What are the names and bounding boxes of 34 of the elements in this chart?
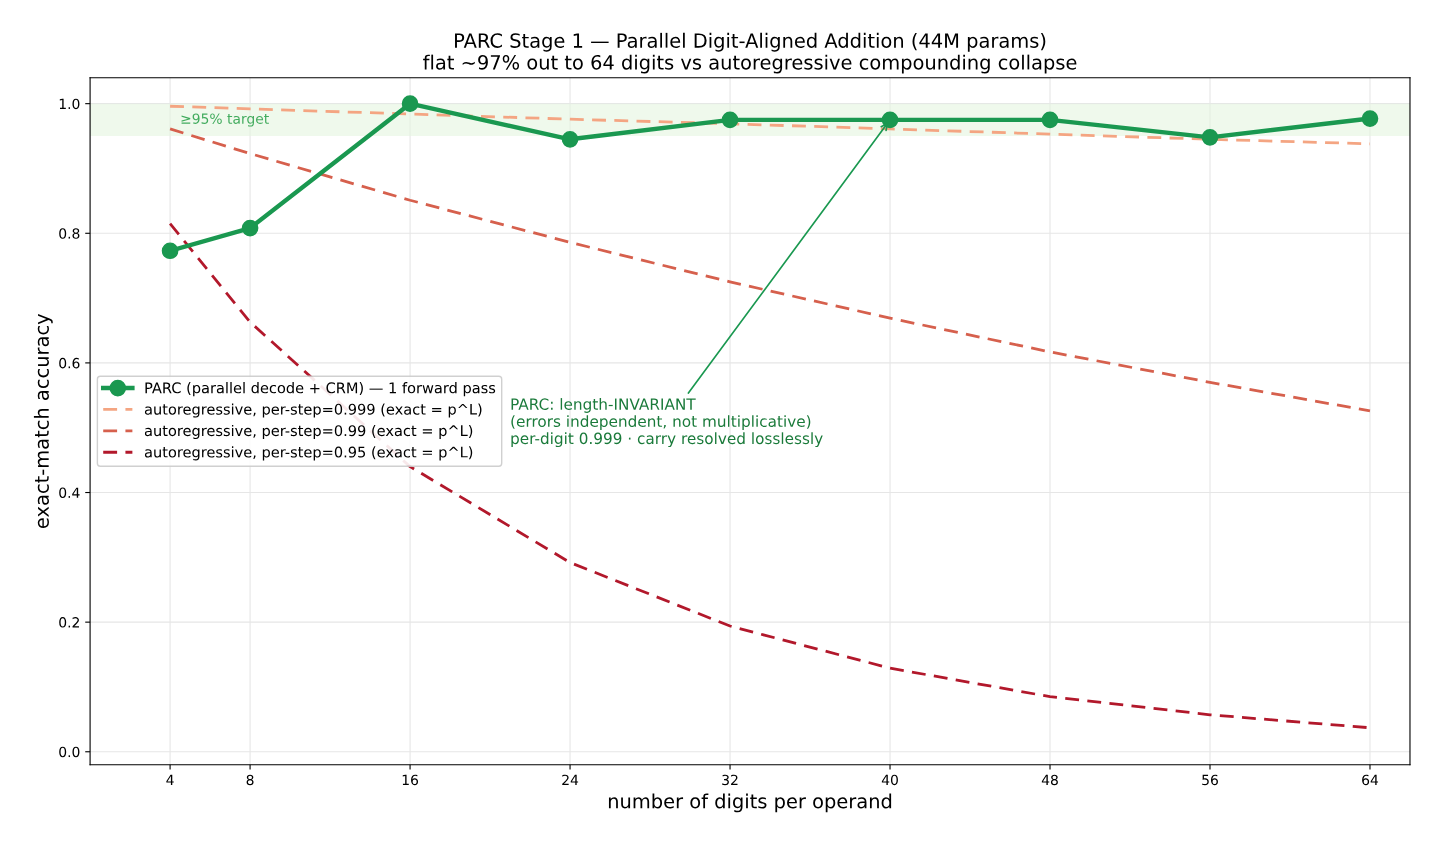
x-tick-label: 32 [722, 774, 738, 786]
y-tick-label: 0.8 [59, 228, 80, 239]
x-tick-label: 24 [562, 774, 579, 785]
point [881, 111, 899, 129]
legend-label: autoregressive, per-step=0.95 (exact = p^L) [144, 446, 473, 461]
y-tick-label: 0.0 [59, 746, 80, 758]
line-series [168, 104, 1372, 146]
annotation: PARC: length-INVARIANT (errors independent, not multiplicative) per-digit 0.999 · carry resolved losslessly [511, 398, 823, 448]
y-tick-label: 0.2 [59, 617, 79, 628]
point [161, 242, 179, 260]
point [1201, 129, 1219, 146]
point [241, 219, 259, 237]
chart-title: PARC Stage 1 — Parallel Digit-Aligned Addition (44M params) flat ~97% out to 64 digits vs autoregressive compounding collapse [423, 32, 1077, 74]
x-tick-label: 4 [166, 774, 174, 785]
legend-label: autoregressive, per-step=0.99 (exact = p^L) [144, 424, 473, 439]
y-tick-label: 1.0 [59, 98, 80, 110]
x-tick-label: 48 [1041, 774, 1058, 786]
x-tick-label: 8 [246, 774, 254, 786]
x-tick-label: 40 [881, 774, 898, 786]
point [721, 111, 739, 129]
y-tick-label: 0.4 [59, 487, 80, 498]
y-axis-title: exact-match accuracy [33, 313, 53, 529]
y-tick-label: 0.6 [59, 357, 80, 369]
x-tick-label: 56 [1202, 774, 1218, 786]
point [561, 130, 579, 148]
x-tick-label: 64 [1362, 774, 1379, 786]
point [1041, 111, 1059, 129]
point [1361, 110, 1379, 127]
band-label: ≥95% target [181, 113, 269, 127]
point [401, 95, 419, 112]
x-tick-label: 16 [402, 774, 419, 786]
x-axis-title: number of digits per operand [608, 793, 892, 813]
legend-label: PARC (parallel decode + CRM) — 1 forward pass [145, 382, 496, 397]
legend-label: autoregressive, per-step=0.999 (exact = p^L) [144, 403, 482, 418]
